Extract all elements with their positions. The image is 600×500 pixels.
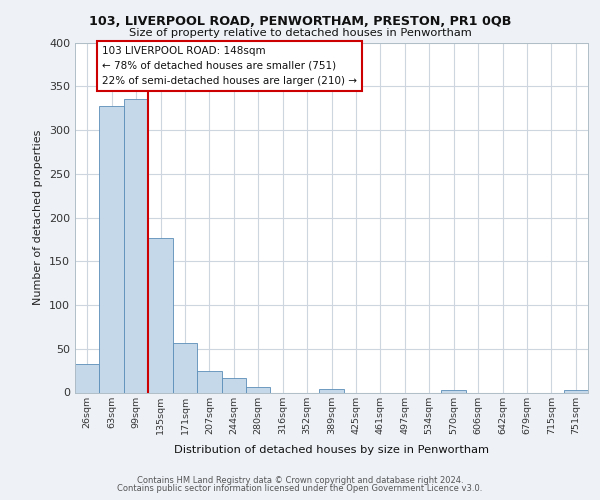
Bar: [75, 364, 100, 392]
Bar: [197, 370, 221, 392]
Bar: [148, 238, 173, 392]
Text: Contains public sector information licensed under the Open Government Licence v3: Contains public sector information licen…: [118, 484, 482, 493]
Bar: [319, 389, 344, 392]
Bar: [124, 100, 148, 393]
Text: 103 LIVERPOOL ROAD: 148sqm
← 78% of detached houses are smaller (751)
22% of sem: 103 LIVERPOOL ROAD: 148sqm ← 78% of deta…: [102, 46, 357, 86]
Y-axis label: Number of detached properties: Number of detached properties: [34, 130, 43, 305]
Text: 103, LIVERPOOL ROAD, PENWORTHAM, PRESTON, PR1 0QB: 103, LIVERPOOL ROAD, PENWORTHAM, PRESTON…: [89, 15, 511, 28]
X-axis label: Distribution of detached houses by size in Penwortham: Distribution of detached houses by size …: [174, 445, 489, 455]
Bar: [221, 378, 246, 392]
Bar: [563, 390, 588, 392]
Text: Size of property relative to detached houses in Penwortham: Size of property relative to detached ho…: [128, 28, 472, 38]
Text: Contains HM Land Registry data © Crown copyright and database right 2024.: Contains HM Land Registry data © Crown c…: [137, 476, 463, 485]
Bar: [246, 387, 271, 392]
Bar: [173, 342, 197, 392]
Bar: [442, 390, 466, 392]
Bar: [100, 106, 124, 393]
